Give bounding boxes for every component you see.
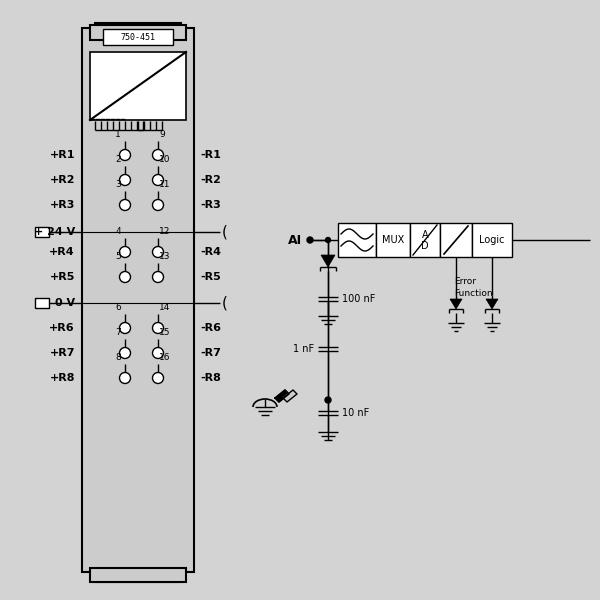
Polygon shape — [275, 390, 289, 402]
Text: +R2: +R2 — [49, 175, 75, 185]
Circle shape — [119, 347, 131, 358]
Text: 14: 14 — [159, 303, 170, 312]
Text: 10: 10 — [159, 155, 170, 164]
Circle shape — [119, 149, 131, 160]
Text: +R1: +R1 — [49, 150, 75, 160]
Circle shape — [152, 175, 163, 185]
Polygon shape — [321, 255, 335, 267]
Circle shape — [152, 149, 163, 160]
Polygon shape — [283, 390, 297, 402]
Circle shape — [152, 323, 163, 334]
Text: -R1: -R1 — [200, 150, 221, 160]
Text: (: ( — [222, 224, 228, 239]
Bar — [103, 29, 173, 45]
Text: 100 nF: 100 nF — [342, 294, 376, 304]
Bar — [472, 223, 512, 257]
Circle shape — [119, 175, 131, 185]
Text: 13: 13 — [159, 252, 170, 261]
Circle shape — [307, 237, 313, 243]
Text: + 24 V: + 24 V — [34, 227, 75, 237]
Polygon shape — [486, 299, 498, 309]
Text: 12: 12 — [159, 227, 170, 236]
Circle shape — [119, 247, 131, 257]
Text: 11: 11 — [159, 180, 170, 189]
Text: 0 V: 0 V — [55, 298, 75, 308]
Bar — [95, 23, 181, 33]
Text: MUX: MUX — [382, 235, 404, 245]
Circle shape — [119, 199, 131, 211]
Text: 15: 15 — [159, 328, 170, 337]
Text: +R6: +R6 — [49, 323, 75, 333]
Polygon shape — [450, 299, 462, 309]
Text: -R4: -R4 — [200, 247, 221, 257]
Text: 7: 7 — [115, 328, 121, 337]
Bar — [90, 25, 186, 40]
Text: -R6: -R6 — [200, 323, 221, 333]
Text: +R3: +R3 — [50, 200, 75, 210]
Text: +R5: +R5 — [50, 272, 75, 282]
Circle shape — [119, 323, 131, 334]
Circle shape — [119, 271, 131, 283]
Text: -R7: -R7 — [200, 348, 221, 358]
Text: 6: 6 — [115, 303, 121, 312]
Text: A: A — [422, 230, 428, 240]
Circle shape — [152, 373, 163, 383]
Circle shape — [325, 397, 331, 403]
Bar — [410, 223, 440, 257]
Circle shape — [325, 238, 331, 242]
Circle shape — [152, 199, 163, 211]
Text: AI: AI — [288, 233, 302, 247]
Bar — [90, 568, 186, 582]
Bar — [440, 223, 472, 257]
Text: -R3: -R3 — [200, 200, 221, 210]
Text: 750-451: 750-451 — [121, 32, 155, 41]
Text: 4: 4 — [115, 227, 121, 236]
Text: 9: 9 — [159, 130, 165, 139]
Bar — [338, 223, 376, 257]
Text: 16: 16 — [159, 353, 170, 362]
Text: D: D — [421, 241, 429, 251]
Bar — [35, 298, 49, 308]
Text: +R4: +R4 — [49, 247, 75, 257]
Text: -R5: -R5 — [200, 272, 221, 282]
Text: -R8: -R8 — [200, 373, 221, 383]
Text: 2: 2 — [115, 155, 121, 164]
Bar — [376, 223, 410, 257]
Text: 8: 8 — [115, 353, 121, 362]
Bar — [35, 227, 49, 237]
Text: +R8: +R8 — [49, 373, 75, 383]
Circle shape — [152, 347, 163, 358]
Circle shape — [119, 373, 131, 383]
Text: 1 nF: 1 nF — [293, 344, 314, 354]
Bar — [90, 52, 186, 120]
Bar — [82, 28, 194, 572]
Text: -R2: -R2 — [200, 175, 221, 185]
Text: 5: 5 — [115, 252, 121, 261]
Text: +R7: +R7 — [49, 348, 75, 358]
Text: Function: Function — [454, 289, 493, 298]
Text: Logic: Logic — [479, 235, 505, 245]
Text: 3: 3 — [115, 180, 121, 189]
Text: (: ( — [222, 295, 228, 311]
Circle shape — [152, 271, 163, 283]
Bar — [95, 570, 181, 582]
Circle shape — [152, 247, 163, 257]
Text: Error: Error — [454, 277, 476, 286]
Text: 1: 1 — [115, 130, 121, 139]
Text: 10 nF: 10 nF — [342, 408, 369, 418]
